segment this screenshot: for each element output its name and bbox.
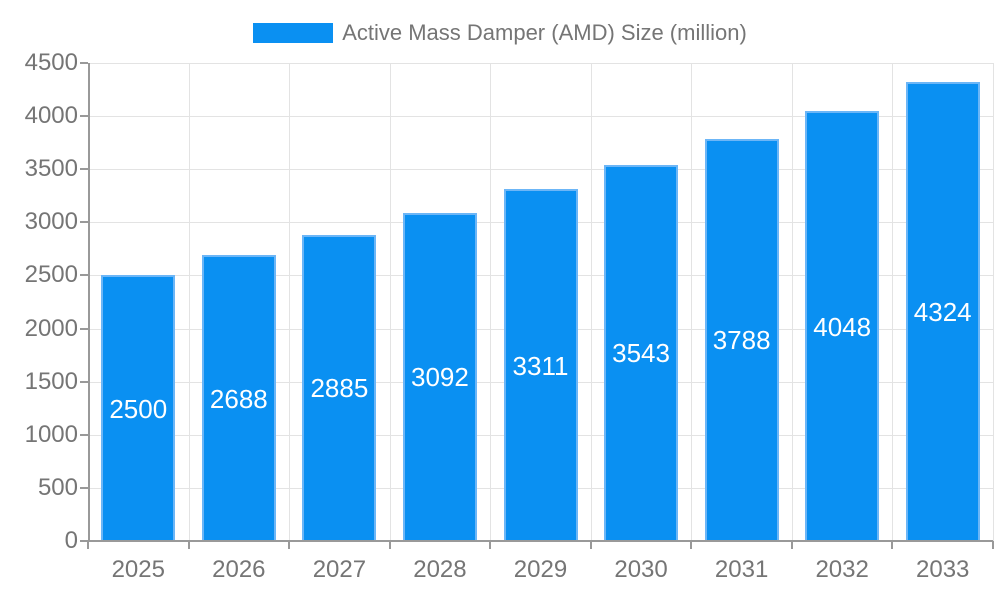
- y-axis-tick: [80, 327, 88, 330]
- x-tick-label: 2026: [212, 556, 266, 583]
- bar-value-label: 2500: [109, 393, 168, 424]
- y-axis-tick: [80, 115, 88, 118]
- bar-value-label: 2885: [310, 373, 369, 404]
- y-tick-label: 1500: [24, 367, 78, 395]
- legend-swatch-icon: [253, 23, 334, 43]
- bars-layer: 2500 2688 2885 3092 3311 3543 3788 4048 4324: [88, 63, 993, 541]
- gridline-horizontal: [88, 116, 993, 118]
- gridline-vertical: [188, 63, 190, 541]
- gridline-vertical: [590, 63, 592, 541]
- x-axis-tick: [690, 541, 693, 549]
- x-tick-label: 2030: [614, 556, 668, 583]
- y-axis-tick: [80, 62, 88, 64]
- bar-value-label: 3543: [612, 338, 670, 369]
- bar-value-label: 2688: [209, 383, 268, 414]
- bar-value-label: 3788: [712, 325, 771, 356]
- x-axis-tick: [288, 541, 291, 549]
- bar-2028[interactable]: 3092: [402, 212, 477, 541]
- y-axis-tick: [80, 380, 88, 383]
- x-tick-label: 2028: [413, 556, 467, 583]
- y-tick-label: 2500: [24, 261, 78, 289]
- bar-value-label: 3092: [411, 362, 469, 393]
- y-tick-label: 1000: [24, 420, 78, 448]
- y-axis-tick: [80, 168, 88, 171]
- x-tick-label: 2033: [916, 556, 970, 583]
- y-tick-label: 4000: [24, 102, 78, 130]
- y-axis-tick: [80, 486, 88, 489]
- x-axis-tick: [388, 541, 391, 549]
- bar-value-label: 3311: [512, 350, 569, 381]
- bar-2033[interactable]: 4324: [905, 81, 980, 541]
- y-axis-tick: [80, 433, 88, 436]
- y-tick-label: 3000: [24, 208, 78, 236]
- y-tick-label: 500: [37, 473, 78, 501]
- x-tick-label: 2029: [513, 556, 568, 583]
- bar-value-label: 4324: [913, 296, 972, 327]
- bar-2029[interactable]: 3311: [503, 189, 578, 541]
- bar-2026[interactable]: 2688: [201, 255, 276, 541]
- bar-2027[interactable]: 2885: [302, 234, 377, 541]
- gridline-vertical: [892, 63, 894, 541]
- x-tick-label: 2031: [714, 556, 769, 583]
- x-axis-tick: [489, 541, 492, 549]
- x-axis-tick: [87, 541, 89, 549]
- x-axis-tick: [891, 541, 894, 549]
- y-axis-tick: [80, 221, 88, 224]
- gridline-horizontal: [88, 63, 993, 64]
- x-tick-label: 2025: [111, 556, 165, 583]
- y-tick-label: 3500: [24, 155, 78, 183]
- y-tick-label: 0: [64, 527, 78, 554]
- x-axis-tick: [187, 541, 190, 549]
- gridline-vertical: [993, 63, 994, 541]
- gridline-vertical: [791, 63, 793, 541]
- y-tick-label: 2000: [24, 314, 78, 342]
- gridline-vertical: [691, 63, 693, 541]
- x-tick-label: 2032: [815, 556, 869, 583]
- legend-label: Active Mass Damper (AMD) Size (million): [342, 20, 747, 45]
- x-tick-label: 2027: [312, 556, 367, 583]
- bar-2030[interactable]: 3543: [604, 164, 679, 541]
- bar-2032[interactable]: 4048: [805, 111, 880, 541]
- y-axis-tick: [80, 274, 88, 277]
- gridline-vertical: [389, 63, 391, 541]
- y-axis-line: [88, 63, 90, 541]
- gridline-horizontal: [88, 169, 993, 171]
- x-axis-line: [88, 540, 993, 542]
- y-tick-label: 4500: [24, 49, 78, 76]
- bar-2025[interactable]: 2500: [101, 275, 176, 541]
- x-axis-tick: [790, 541, 793, 549]
- bar-value-label: 4048: [813, 311, 872, 342]
- legend-item[interactable]: Active Mass Damper (AMD) Size (million): [0, 20, 1000, 46]
- x-axis-tick: [589, 541, 592, 549]
- x-axis-tick: [992, 541, 994, 549]
- axis-layer: [80, 62, 994, 549]
- plot-area: 2500 2688 2885 3092 3311 3543 3788 4048 4324: [80, 62, 994, 549]
- bar-2031[interactable]: 3788: [704, 138, 779, 541]
- y-axis-tick: [80, 540, 88, 542]
- gridline-vertical: [289, 63, 291, 541]
- gridline-vertical: [490, 63, 492, 541]
